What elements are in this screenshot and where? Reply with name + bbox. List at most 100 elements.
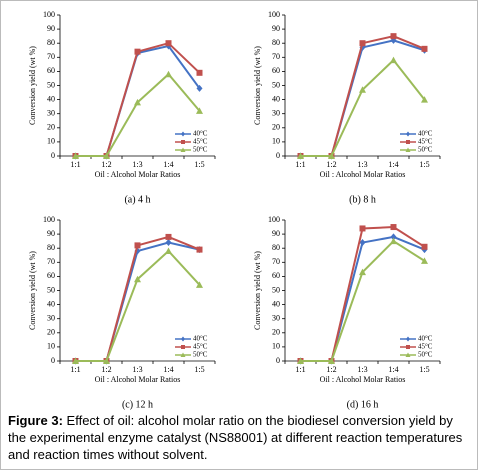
y-axis-title: Conversion yield (wt %): [28, 46, 37, 125]
y-tick-label: 10: [272, 342, 280, 351]
y-tick-label: 10: [47, 342, 55, 351]
series-line: [300, 39, 425, 157]
y-tick-label: 60: [47, 271, 55, 280]
y-tick-label: 70: [47, 52, 55, 61]
legend-label: 40°C: [193, 130, 208, 138]
marker: [421, 257, 428, 264]
y-tick-label: 60: [272, 271, 280, 280]
y-tick-label: 50: [272, 285, 280, 294]
marker: [181, 336, 185, 342]
marker: [406, 140, 410, 144]
legend-label: 40°C: [193, 335, 208, 343]
x-tick-label: 1:1: [70, 365, 80, 374]
marker: [390, 33, 397, 40]
y-tick-label: 100: [268, 10, 280, 19]
y-tick-label: 100: [268, 215, 280, 224]
x-tick-label: 1:2: [101, 160, 111, 169]
x-tick-label: 1:5: [419, 365, 429, 374]
x-tick-label: 1:5: [194, 160, 204, 169]
panel-label: (b) 8 h: [349, 194, 376, 205]
y-tick-label: 100: [43, 10, 55, 19]
y-tick-label: 40: [47, 94, 55, 103]
panel-label: (d) 16 h: [347, 399, 379, 410]
marker: [196, 84, 203, 92]
legend-label: 50°C: [193, 351, 208, 359]
y-tick-label: 100: [43, 215, 55, 224]
y-tick-label: 20: [272, 123, 280, 132]
marker: [359, 225, 366, 232]
series-line: [300, 239, 426, 362]
y-tick-label: 40: [272, 94, 280, 103]
marker: [328, 357, 335, 364]
x-tick-label: 1:3: [132, 160, 142, 169]
series-line: [75, 235, 200, 362]
y-tick-label: 60: [272, 66, 280, 75]
marker: [181, 345, 185, 349]
x-tick-label: 1:4: [388, 365, 398, 374]
y-tick-label: 90: [47, 24, 55, 33]
y-tick-label: 50: [47, 80, 55, 89]
legend-label: 45°C: [418, 138, 433, 146]
y-tick-label: 70: [272, 52, 280, 61]
x-axis-title: Oil : Alcohol Molar Ratios: [95, 170, 181, 179]
marker: [359, 268, 366, 276]
legend-label: 50°C: [418, 146, 433, 154]
y-tick-label: 0: [51, 151, 55, 160]
y-axis-title: Conversion yield (wt %): [253, 46, 262, 125]
marker: [134, 275, 141, 283]
x-tick-label: 1:1: [295, 365, 305, 374]
marker: [359, 86, 366, 93]
x-axis-title: Oil : Alcohol Molar Ratios: [95, 375, 181, 384]
x-tick-label: 1:5: [419, 160, 429, 169]
x-axis-title: Oil : Alcohol Molar Ratios: [320, 375, 406, 384]
marker: [103, 357, 110, 364]
y-tick-label: 70: [272, 257, 280, 266]
marker: [421, 96, 428, 103]
x-tick-label: 1:4: [163, 160, 173, 169]
y-tick-label: 90: [272, 229, 280, 238]
x-tick-label: 1:2: [326, 160, 336, 169]
marker: [134, 48, 141, 55]
legend-label: 50°C: [418, 351, 433, 359]
x-tick-label: 1:1: [70, 160, 80, 169]
marker: [181, 140, 185, 144]
caption-label: Figure 3:: [8, 413, 63, 428]
marker: [421, 45, 428, 52]
marker: [165, 239, 172, 247]
x-tick-label: 1:1: [295, 160, 305, 169]
y-tick-label: 30: [272, 314, 280, 323]
x-tick-label: 1:5: [194, 365, 204, 374]
marker: [297, 152, 304, 159]
marker: [328, 152, 335, 159]
x-tick-label: 1:3: [357, 160, 367, 169]
marker: [134, 242, 141, 249]
y-tick-label: 30: [272, 109, 280, 118]
y-axis-title: Conversion yield (wt %): [28, 251, 37, 330]
y-tick-label: 40: [47, 299, 55, 308]
legend-label: 45°C: [193, 138, 208, 146]
y-tick-label: 60: [47, 66, 55, 75]
y-tick-label: 0: [51, 356, 55, 365]
series-line: [300, 226, 426, 362]
y-tick-label: 80: [272, 243, 280, 252]
legend-label: 45°C: [418, 343, 433, 351]
y-tick-label: 70: [47, 257, 55, 266]
marker: [165, 40, 172, 47]
marker: [390, 56, 397, 64]
y-tick-label: 90: [47, 229, 55, 238]
y-tick-label: 20: [47, 328, 55, 337]
x-tick-label: 1:2: [326, 365, 336, 374]
marker: [103, 152, 110, 159]
marker: [390, 224, 397, 231]
y-tick-label: 0: [276, 356, 280, 365]
panel-label: (c) 12 h: [122, 399, 153, 410]
x-tick-label: 1:3: [132, 365, 142, 374]
x-tick-label: 1:2: [101, 365, 111, 374]
marker: [297, 357, 304, 364]
series-line: [75, 241, 200, 362]
marker: [165, 247, 172, 255]
y-tick-label: 20: [47, 123, 55, 132]
marker: [405, 147, 411, 152]
y-tick-label: 10: [272, 137, 280, 146]
marker: [196, 69, 203, 76]
